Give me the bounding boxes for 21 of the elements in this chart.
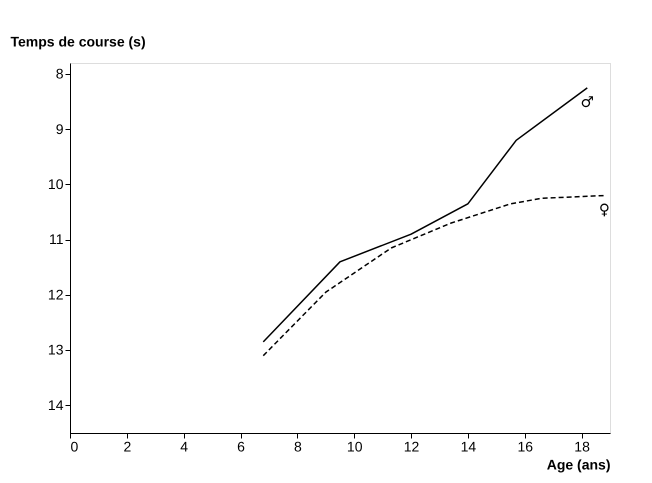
x-axis-title: Age (ans) (546, 456, 610, 472)
x-tick-label: 14 (460, 438, 476, 454)
y-tick-label: 14 (48, 396, 64, 413)
x-tick-label: 12 (404, 438, 420, 454)
x-tick-label: 6 (237, 438, 246, 454)
x-tick-label: 4 (180, 438, 188, 454)
x-tick-label: 2 (123, 438, 132, 454)
x-tick-label: 10 (346, 438, 363, 454)
series-label: ♀ (598, 200, 610, 219)
y-tick-label: 13 (48, 342, 64, 358)
y-tick-label: 12 (48, 286, 64, 302)
y-tick-label: 9 (56, 120, 64, 137)
y-tick-label: 10 (48, 176, 64, 192)
x-tick-label: 0 (70, 438, 78, 454)
y-axis-title: Temps de course (s) (10, 34, 146, 50)
series-label: ♂ (580, 92, 594, 111)
y-tick-label: 11 (48, 231, 64, 248)
x-tick-label: 8 (294, 438, 302, 454)
y-tick-label: 8 (56, 66, 64, 82)
x-tick-label: 18 (574, 438, 590, 454)
x-tick-label: 16 (517, 438, 534, 454)
